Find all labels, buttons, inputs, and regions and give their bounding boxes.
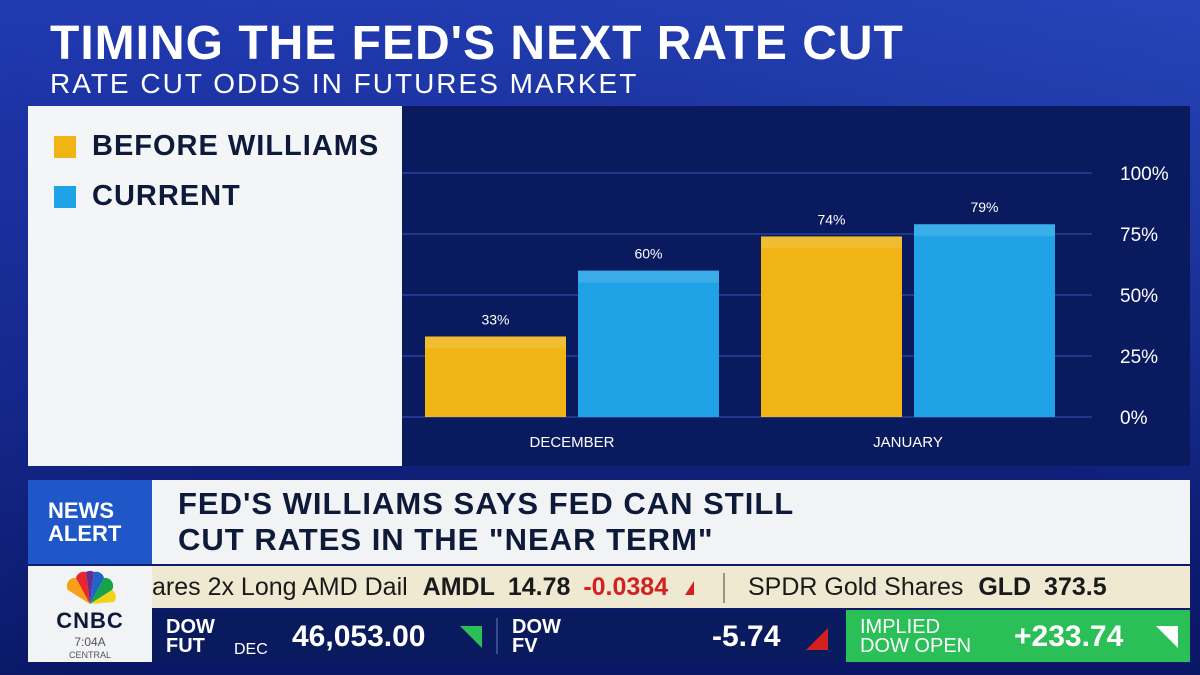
y-tick-label-100: 100% [1120, 164, 1169, 185]
clock-zone: CENTRAL [68, 650, 111, 660]
ticker-item1-name: ares 2x Long AMD Dail [152, 573, 408, 601]
dow-futures-cell: DOW FUT DEC 46,053.00 [152, 610, 502, 662]
down-arrow-icon [685, 581, 695, 596]
dow-fv-label2: FV [512, 635, 538, 657]
legend-panel: BEFORE WILLIAMS CURRENT [28, 106, 402, 466]
dow-fv-value: -5.74 [712, 620, 781, 653]
dow-fut-label2: FUT [166, 635, 205, 657]
y-tick-label-50: 50% [1120, 286, 1158, 307]
bar-highlight-december-series1 [578, 270, 719, 283]
data-label-december-series0: 33% [481, 311, 509, 327]
data-label-december-series1: 60% [634, 246, 662, 262]
stock-ticker: ares 2x Long AMD Dail AMDL 14.78 -0.0384… [152, 566, 1190, 608]
legend-item-before: BEFORE WILLIAMS [54, 130, 379, 163]
network-logo: CNBC 7:04A CENTRAL [28, 566, 152, 662]
legend-swatch-before [54, 135, 76, 158]
y-tick-label-0: 0% [1120, 408, 1148, 429]
market-divider [496, 618, 498, 654]
data-label-january-series0: 74% [817, 211, 845, 227]
y-tick-label-75: 75% [1120, 225, 1158, 246]
headline: TIMING THE FED'S NEXT RATE CUT [50, 17, 904, 70]
bar-highlight-january-series0 [761, 236, 902, 249]
chart-panel: 0% 25% 50% 75% 100% 33% 60% DECEMBER 74% 79% JANUA… [402, 106, 1190, 466]
implied-value: +233.74 [1014, 620, 1124, 653]
legend-item-current: CURRENT [54, 180, 241, 213]
up-triangle-icon-implied [1156, 626, 1178, 648]
dow-fv-label1: DOW [512, 616, 561, 638]
bar-december-series0 [425, 336, 566, 417]
dow-fut-value: 46,053.00 [292, 620, 426, 653]
ticker-item2-name: SPDR Gold Shares [747, 573, 964, 601]
ticker-item2-value: 373.5 [1044, 573, 1107, 601]
news-alert-badge-line2: ALERT [48, 521, 122, 546]
data-label-january-series1: 79% [970, 199, 998, 215]
up-triangle-icon [460, 626, 482, 648]
news-alert-badge: NEWS ALERT [28, 480, 152, 564]
x-tick-label-january: JANUARY [873, 434, 943, 451]
dow-fair-value-cell: DOW FV -5.74 [502, 610, 846, 662]
peacock-icon [66, 570, 116, 604]
news-alert-line2: CUT RATES IN THE "NEAR TERM" [178, 522, 714, 557]
ticker-separator [723, 573, 726, 604]
news-alert-badge-line1: NEWS [48, 498, 114, 523]
subheadline: RATE CUT ODDS IN FUTURES MARKET [50, 68, 639, 99]
legend-label-current: CURRENT [92, 180, 241, 212]
legend-swatch-current [54, 185, 76, 208]
bar-january-series1 [914, 224, 1055, 417]
bar-chart: 0% 25% 50% 75% 100% 33% 60% DECEMBER 74% 79% JANUA… [402, 164, 1169, 451]
dow-fut-label1: DOW [166, 616, 215, 638]
ticker-item2-symbol: GLD [978, 573, 1032, 601]
ticker-item1-symbol: AMDL [422, 573, 495, 601]
implied-label2: DOW OPEN [860, 635, 972, 657]
implied-dow-open-cell: IMPLIED DOW OPEN +233.74 [846, 610, 1190, 662]
dow-fut-sub: DEC [234, 641, 268, 658]
x-tick-label-december: DECEMBER [529, 434, 614, 451]
legend-label-before: BEFORE WILLIAMS [92, 130, 380, 162]
news-alert-bar [28, 480, 1190, 564]
news-alert-line1: FED'S WILLIAMS SAYS FED CAN STILL [178, 486, 795, 521]
bar-highlight-december-series0 [425, 336, 566, 349]
cnbc-wordmark: CNBC [56, 608, 124, 633]
y-tick-label-25: 25% [1120, 347, 1158, 368]
bar-january-series0 [761, 236, 902, 417]
ticker-item1-value: 14.78 [507, 573, 571, 601]
implied-label1: IMPLIED [860, 616, 941, 638]
news-alert-headline: FED'S WILLIAMS SAYS FED CAN STILL CUT RA… [178, 486, 1168, 558]
clock-time: 7:04A [74, 635, 106, 649]
down-triangle-icon [806, 628, 828, 650]
bar-december-series1 [578, 270, 719, 417]
ticker-item1-change: -0.0384 [583, 573, 669, 601]
bar-highlight-january-series1 [914, 224, 1055, 237]
